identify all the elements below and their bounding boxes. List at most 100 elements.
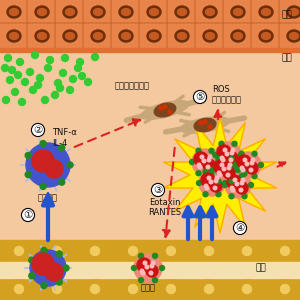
Circle shape	[228, 163, 232, 167]
Ellipse shape	[290, 8, 298, 16]
Ellipse shape	[122, 32, 130, 40]
Circle shape	[280, 247, 290, 256]
FancyBboxPatch shape	[83, 23, 113, 49]
Circle shape	[140, 269, 144, 273]
Circle shape	[149, 271, 153, 275]
Circle shape	[203, 169, 208, 174]
Circle shape	[163, 105, 167, 109]
Circle shape	[85, 79, 92, 86]
Ellipse shape	[119, 30, 133, 42]
Ellipse shape	[178, 32, 187, 40]
FancyBboxPatch shape	[0, 0, 29, 25]
Circle shape	[67, 162, 73, 168]
Bar	[0, 48, 300, 52]
Ellipse shape	[38, 8, 46, 16]
Circle shape	[207, 158, 211, 162]
Ellipse shape	[233, 32, 242, 40]
Circle shape	[79, 73, 86, 80]
Ellipse shape	[175, 30, 189, 42]
Circle shape	[216, 156, 221, 161]
Circle shape	[242, 284, 251, 293]
Circle shape	[199, 121, 203, 125]
Circle shape	[232, 164, 237, 169]
Circle shape	[143, 261, 147, 265]
Circle shape	[32, 253, 54, 275]
Circle shape	[2, 64, 8, 71]
FancyBboxPatch shape	[27, 23, 57, 49]
Circle shape	[16, 58, 23, 65]
Circle shape	[7, 76, 14, 83]
FancyBboxPatch shape	[195, 23, 225, 49]
Circle shape	[208, 155, 212, 159]
Circle shape	[245, 162, 249, 166]
Circle shape	[237, 155, 251, 169]
Circle shape	[152, 278, 158, 283]
Ellipse shape	[154, 280, 188, 298]
Text: 表皮: 表皮	[281, 11, 292, 20]
Circle shape	[168, 110, 172, 114]
Circle shape	[45, 160, 63, 178]
Circle shape	[259, 163, 263, 167]
Circle shape	[215, 176, 219, 180]
Ellipse shape	[35, 30, 49, 42]
Circle shape	[212, 152, 217, 158]
FancyBboxPatch shape	[167, 23, 197, 49]
Circle shape	[223, 182, 227, 188]
FancyBboxPatch shape	[55, 23, 85, 49]
Text: 血管: 血管	[255, 263, 266, 272]
Circle shape	[223, 181, 227, 185]
Circle shape	[30, 250, 66, 286]
Text: 好酸球: 好酸球	[140, 283, 155, 292]
Circle shape	[92, 53, 98, 61]
Circle shape	[209, 148, 214, 153]
Ellipse shape	[35, 6, 49, 18]
Circle shape	[229, 194, 234, 199]
Circle shape	[236, 167, 241, 172]
Circle shape	[209, 180, 213, 184]
Ellipse shape	[178, 8, 187, 16]
FancyBboxPatch shape	[55, 0, 85, 25]
Circle shape	[229, 158, 233, 162]
Bar	[0, 262, 300, 278]
Circle shape	[215, 160, 220, 164]
Ellipse shape	[287, 6, 300, 18]
Circle shape	[225, 172, 251, 198]
FancyBboxPatch shape	[279, 0, 300, 25]
Ellipse shape	[192, 280, 226, 298]
FancyBboxPatch shape	[83, 0, 113, 25]
Ellipse shape	[206, 32, 214, 40]
Circle shape	[44, 64, 52, 71]
Circle shape	[194, 152, 208, 166]
Circle shape	[52, 247, 62, 256]
FancyBboxPatch shape	[139, 0, 169, 25]
Text: ④: ④	[236, 223, 244, 233]
Circle shape	[239, 151, 244, 156]
Circle shape	[223, 148, 227, 152]
Ellipse shape	[259, 30, 273, 42]
Circle shape	[252, 174, 257, 179]
Circle shape	[91, 284, 100, 293]
Circle shape	[242, 194, 247, 199]
Circle shape	[19, 98, 26, 106]
Circle shape	[232, 141, 237, 146]
Circle shape	[22, 79, 28, 86]
Circle shape	[74, 64, 82, 71]
Ellipse shape	[203, 30, 217, 42]
Circle shape	[203, 120, 207, 124]
Circle shape	[134, 254, 162, 282]
Circle shape	[221, 158, 225, 162]
Ellipse shape	[287, 30, 300, 42]
Ellipse shape	[141, 100, 189, 119]
Circle shape	[29, 86, 37, 94]
Circle shape	[220, 163, 224, 167]
Circle shape	[242, 171, 247, 176]
Circle shape	[217, 171, 221, 175]
Circle shape	[229, 156, 234, 161]
Ellipse shape	[268, 242, 300, 260]
Circle shape	[56, 279, 62, 285]
Text: ②: ②	[33, 125, 43, 135]
Circle shape	[63, 265, 69, 271]
Circle shape	[131, 266, 136, 271]
Ellipse shape	[175, 6, 189, 18]
FancyBboxPatch shape	[251, 23, 281, 49]
